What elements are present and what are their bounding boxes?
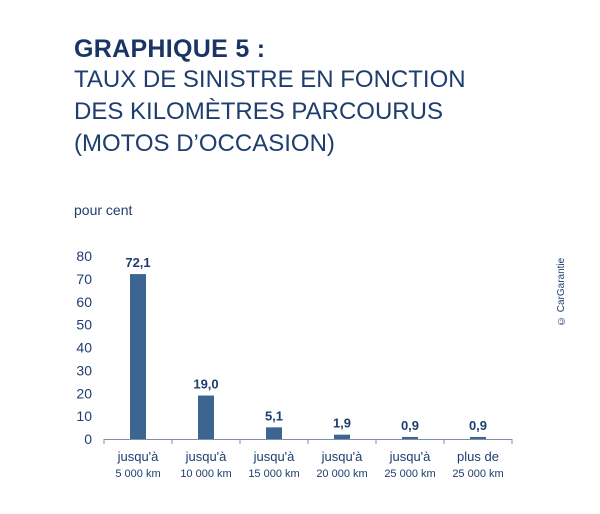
y-tick-label: 50 — [76, 317, 92, 333]
x-tick-label: 20 000 km — [316, 468, 367, 480]
y-tick-label: 0 — [84, 431, 92, 447]
x-tick-label: jusqu'à — [253, 449, 296, 464]
y-tick-label: 20 — [76, 385, 92, 401]
x-tick-label: jusqu'à — [321, 449, 364, 464]
bar — [198, 395, 214, 439]
data-label: 72,1 — [125, 255, 150, 270]
bar — [334, 434, 350, 439]
chart-title-line-3: (MOTOS D’OCCASION) — [74, 130, 335, 157]
x-tick-label: 15 000 km — [248, 468, 299, 480]
x-tick-label: 10 000 km — [180, 468, 231, 480]
x-tick-label: 25 000 km — [452, 468, 503, 480]
y-tick-label: 30 — [76, 362, 92, 378]
x-tick-label: jusqu'à — [389, 449, 432, 464]
x-tick-label: jusqu'à — [117, 449, 160, 464]
chart-title-main: GRAPHIQUE 5 : — [74, 35, 266, 63]
x-tick-label: 25 000 km — [384, 468, 435, 480]
bar — [402, 436, 418, 439]
y-tick-label: 80 — [76, 248, 92, 264]
x-tick-label: 5 000 km — [115, 468, 160, 480]
bar — [470, 436, 486, 439]
chart-title-block: GRAPHIQUE 5 : TAUX DE SINISTRE EN FONCTI… — [74, 34, 544, 160]
y-tick-label: 10 — [76, 408, 92, 424]
y-axis-unit-label: pour cent — [74, 202, 133, 218]
data-label: 19,0 — [193, 377, 218, 392]
chart-title-line-1: TAUX DE SINISTRE EN FONCTION — [74, 66, 466, 93]
y-tick-label: 40 — [76, 340, 92, 356]
data-label: 1,9 — [333, 416, 351, 431]
data-label: 0,9 — [401, 418, 419, 433]
x-tick-label: plus de — [457, 449, 499, 464]
y-tick-label: 70 — [76, 271, 92, 287]
bar — [266, 427, 282, 439]
x-tick-label: jusqu'à — [185, 449, 228, 464]
bar — [130, 274, 146, 439]
chart-title-line-2: DES KILOMÈTRES PARCOURUS — [74, 98, 443, 125]
data-label: 5,1 — [265, 408, 283, 423]
y-tick-label: 60 — [76, 294, 92, 310]
data-label: 0,9 — [469, 418, 487, 433]
